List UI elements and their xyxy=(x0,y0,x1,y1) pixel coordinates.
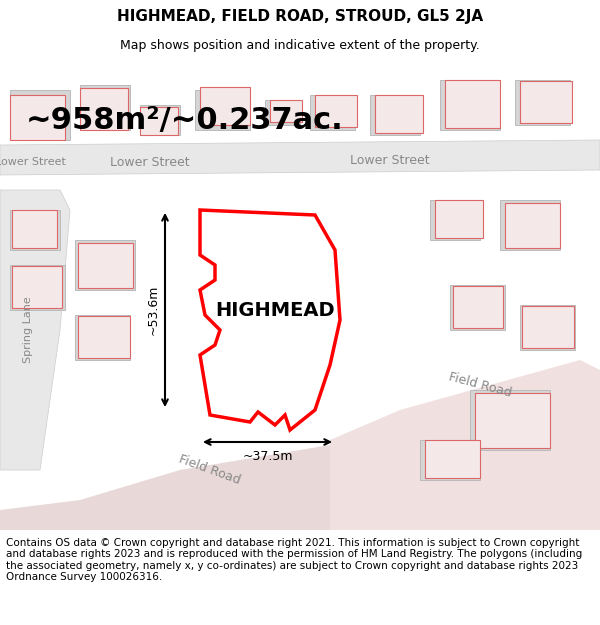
Bar xyxy=(12,210,57,248)
Bar xyxy=(10,90,70,140)
Bar xyxy=(195,90,250,130)
Polygon shape xyxy=(0,190,70,470)
Bar xyxy=(430,200,480,240)
Bar xyxy=(78,243,133,288)
Polygon shape xyxy=(0,410,600,530)
Text: Field Road: Field Road xyxy=(447,371,513,399)
Text: Map shows position and indicative extent of the property.: Map shows position and indicative extent… xyxy=(120,39,480,51)
Bar xyxy=(80,85,130,130)
Polygon shape xyxy=(330,360,600,530)
Text: Spring Lane: Spring Lane xyxy=(23,297,33,363)
Bar xyxy=(450,285,505,330)
Bar xyxy=(453,286,503,328)
Polygon shape xyxy=(0,140,600,175)
Polygon shape xyxy=(0,60,600,150)
Bar xyxy=(375,95,423,133)
Bar xyxy=(10,95,65,140)
Text: Lower Street: Lower Street xyxy=(350,154,430,166)
Text: ~37.5m: ~37.5m xyxy=(242,449,293,462)
Text: ~53.6m: ~53.6m xyxy=(146,285,160,335)
Bar xyxy=(75,240,135,290)
Bar xyxy=(505,203,560,248)
Bar xyxy=(445,80,500,128)
Bar xyxy=(10,210,60,250)
Text: ~958m²/~0.237ac.: ~958m²/~0.237ac. xyxy=(26,106,344,134)
Text: HIGHMEAD: HIGHMEAD xyxy=(215,301,335,319)
Text: HIGHMEAD, FIELD ROAD, STROUD, GL5 2JA: HIGHMEAD, FIELD ROAD, STROUD, GL5 2JA xyxy=(117,9,483,24)
Text: Contains OS data © Crown copyright and database right 2021. This information is : Contains OS data © Crown copyright and d… xyxy=(6,538,582,582)
Text: Lower Street: Lower Street xyxy=(0,157,65,167)
Bar xyxy=(425,440,480,478)
Text: Lower Street: Lower Street xyxy=(110,156,190,169)
Bar xyxy=(522,306,574,348)
Bar xyxy=(270,100,302,122)
Bar xyxy=(470,390,550,450)
Bar xyxy=(75,315,130,360)
Text: Field Road: Field Road xyxy=(178,453,242,487)
Bar xyxy=(200,87,250,125)
Bar xyxy=(475,393,550,448)
Bar xyxy=(265,100,300,125)
Bar xyxy=(440,80,500,130)
Bar xyxy=(140,105,180,135)
Bar xyxy=(515,80,570,125)
Bar xyxy=(420,440,480,480)
Bar xyxy=(435,200,483,238)
Bar xyxy=(520,305,575,350)
Bar xyxy=(140,107,178,135)
Bar xyxy=(10,265,65,310)
Bar xyxy=(78,316,130,358)
Bar xyxy=(310,95,355,130)
Bar xyxy=(500,200,560,250)
Polygon shape xyxy=(200,210,340,430)
Bar xyxy=(80,88,128,130)
Bar xyxy=(370,95,420,135)
Bar xyxy=(520,81,572,123)
Bar xyxy=(12,266,62,308)
Bar xyxy=(315,95,357,127)
